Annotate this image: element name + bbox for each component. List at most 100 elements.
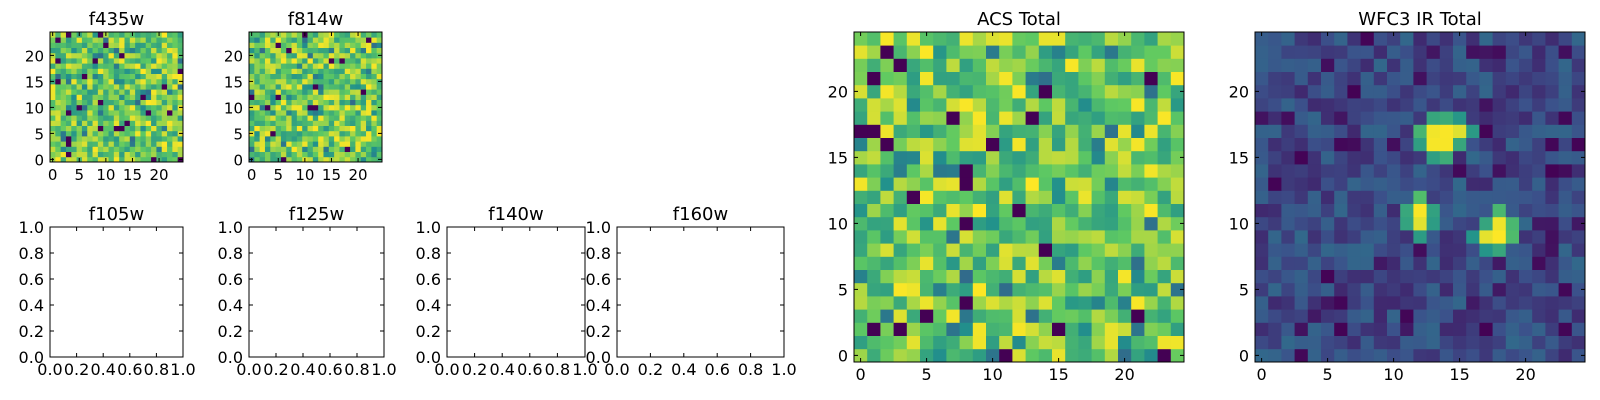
- heatmap-cell: [1104, 137, 1119, 152]
- heatmap-cell: [259, 115, 266, 121]
- heatmap-cell: [1413, 111, 1427, 125]
- axes-frame: [49, 226, 184, 358]
- heatmap-cell: [135, 42, 141, 48]
- y-tick-label: 5: [1239, 280, 1249, 299]
- heatmap-cell: [1466, 296, 1480, 310]
- heatmap-cell: [360, 42, 367, 48]
- heatmap-cell: [172, 146, 179, 152]
- heatmap-cell: [1307, 177, 1322, 191]
- heatmap-cell: [371, 52, 378, 59]
- heatmap-cell: [1558, 32, 1573, 46]
- heatmap-cell: [60, 37, 67, 43]
- heatmap-cell: [76, 125, 83, 132]
- heatmap-cell: [854, 164, 868, 178]
- x-tick-label: 0.0: [37, 360, 62, 379]
- heatmap-cell: [1078, 203, 1092, 218]
- heatmap-cell: [334, 42, 340, 48]
- heatmap-cell: [291, 125, 298, 132]
- heatmap-cell: [1157, 335, 1172, 350]
- heatmap-cell: [140, 32, 147, 38]
- heatmap-cell: [972, 71, 987, 86]
- heatmap-cell: [280, 130, 287, 137]
- heatmap-cell: [1360, 296, 1375, 310]
- heatmap-cell: [355, 136, 362, 142]
- heatmap-cell: [119, 42, 125, 48]
- heatmap-cell: [129, 73, 136, 80]
- heatmap-cell: [1281, 124, 1295, 138]
- heatmap-cell: [1091, 124, 1106, 138]
- heatmap-cell: [893, 71, 908, 86]
- axes-frame: [248, 226, 385, 358]
- heatmap-cell: [145, 94, 152, 100]
- heatmap-cell: [161, 130, 168, 137]
- heatmap-cell: [270, 141, 276, 147]
- heatmap-cell: [1571, 137, 1586, 152]
- heatmap-cell: [291, 104, 298, 111]
- heatmap-cell: [167, 42, 173, 48]
- heatmap-cell: [1545, 58, 1559, 72]
- heatmap-cell: [376, 58, 383, 64]
- heatmap-cell: [1078, 98, 1092, 112]
- heatmap-cell: [999, 243, 1013, 257]
- heatmap-cell: [1065, 282, 1079, 297]
- heatmap-cell: [1360, 164, 1375, 178]
- heatmap-cell: [986, 71, 1000, 86]
- heatmap-cell: [92, 151, 99, 158]
- heatmap-cell: [1294, 111, 1309, 125]
- heatmap-cell: [286, 136, 292, 142]
- heatmap-cell: [360, 146, 367, 152]
- heatmap-cell: [1025, 348, 1040, 363]
- heatmap-cell: [50, 115, 56, 121]
- heatmap-cell: [264, 125, 271, 132]
- heatmap-cell: [366, 120, 372, 126]
- heatmap-cell: [60, 84, 67, 90]
- heatmap-cell: [254, 84, 261, 90]
- heatmap-cell: [97, 94, 104, 100]
- heatmap-cell: [161, 68, 168, 74]
- y-tick-label: 0.6: [416, 270, 441, 289]
- heatmap-cell: [259, 136, 266, 142]
- heatmap-cell: [1104, 32, 1119, 46]
- heatmap-cell: [1157, 216, 1172, 231]
- heatmap-cell: [81, 73, 88, 80]
- heatmap-cell: [97, 104, 104, 111]
- heatmap-cells: [854, 32, 1185, 363]
- heatmap-cell: [108, 146, 115, 152]
- x-tick-label: 0.8: [738, 360, 763, 379]
- heatmap-cell: [1387, 256, 1401, 270]
- heatmap-cell: [55, 156, 62, 163]
- heatmap-cell: [286, 58, 292, 64]
- heatmap-cell: [371, 104, 378, 111]
- heatmap-cell: [129, 141, 136, 147]
- heatmap-cell: [65, 37, 72, 43]
- heatmap-cell: [291, 136, 298, 142]
- heatmap-cell: [1131, 45, 1145, 59]
- heatmap-cell: [376, 32, 383, 38]
- heatmap-cell: [1170, 335, 1185, 350]
- heatmap-cell: [1387, 124, 1401, 138]
- heatmap-cell: [1321, 348, 1335, 363]
- heatmap-cell: [1131, 164, 1145, 178]
- heatmap-cell: [60, 136, 67, 142]
- heatmap-cell: [344, 120, 351, 126]
- heatmap-cell: [323, 104, 330, 111]
- x-tick-label: 0.6: [517, 360, 542, 379]
- heatmap-cell: [296, 63, 303, 69]
- heatmap-cell: [1334, 348, 1348, 363]
- heatmap-cell: [1104, 58, 1119, 72]
- heatmap-cell: [291, 99, 298, 106]
- heatmap-cell: [1294, 32, 1309, 46]
- heatmap-cell: [1426, 243, 1441, 257]
- heatmap-cell: [1439, 256, 1454, 270]
- heatmap-cell: [1426, 98, 1441, 112]
- heatmap-cell: [350, 32, 356, 38]
- heatmap-cell: [65, 42, 72, 48]
- heatmap-cell: [307, 151, 314, 158]
- heatmap-cell: [1170, 243, 1185, 257]
- heatmap-cell: [366, 42, 372, 48]
- heatmap-cell: [1532, 216, 1546, 231]
- heatmap-cell: [1334, 243, 1348, 257]
- heatmap-cell: [906, 309, 921, 323]
- heatmap-cell: [920, 190, 934, 204]
- heatmap-cell: [1519, 230, 1533, 244]
